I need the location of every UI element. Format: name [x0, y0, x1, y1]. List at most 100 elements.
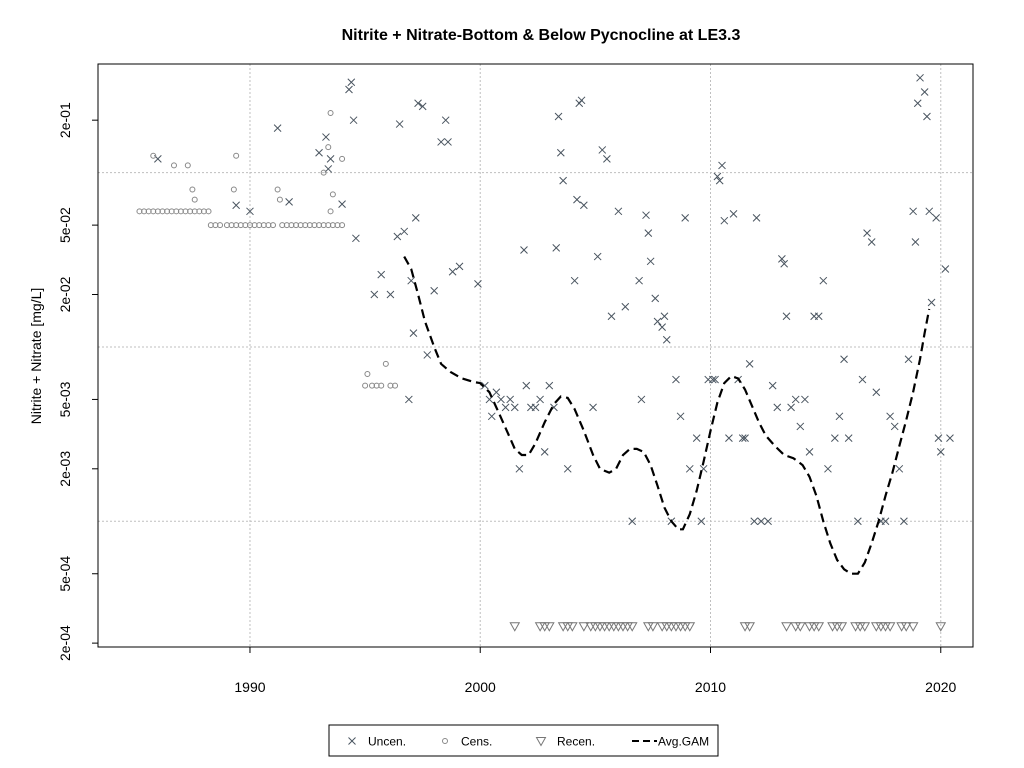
uncensored-point — [315, 148, 323, 157]
uncensored-point — [621, 302, 630, 311]
uncensored-point — [662, 335, 671, 344]
x-stroke — [941, 265, 950, 273]
x-stroke — [676, 412, 685, 421]
x-stroke — [796, 422, 805, 431]
recensored-point — [647, 622, 659, 632]
x-stroke — [480, 381, 489, 390]
uncensored-point — [273, 124, 282, 132]
x-stroke — [711, 375, 719, 384]
legend-label: Cens. — [461, 735, 492, 749]
uncensored-point — [738, 434, 747, 442]
recensored-point — [896, 622, 907, 632]
axes: 1990 2000 2010 2020 2e-04 5e-04 2e-03 5e-03 2e-0… — [57, 102, 957, 695]
uncensored-point — [407, 276, 416, 285]
uncensored-point — [900, 517, 908, 526]
x-stroke — [708, 375, 717, 384]
chart-title: Nitrite + Nitrate-Bottom & Below Pycnocl… — [342, 27, 741, 44]
x-stroke — [768, 381, 777, 390]
x-tick-label: 1990 — [234, 679, 265, 695]
x-stroke — [501, 403, 510, 412]
uncensored-point — [531, 403, 540, 412]
x-stroke — [854, 517, 862, 526]
legend-marker-uncensored — [348, 737, 356, 745]
uncensored-point — [835, 412, 844, 421]
uncensored-point — [715, 176, 724, 185]
recensored-point — [684, 622, 696, 632]
censored-point — [205, 208, 212, 215]
x-stroke — [780, 259, 789, 268]
uncensored-point — [444, 138, 452, 146]
x-tick-label: 2010 — [695, 679, 726, 695]
uncensored-point — [326, 154, 335, 163]
x-stroke — [805, 448, 814, 456]
x-tick-label: 2020 — [925, 679, 956, 695]
censored-point — [392, 382, 399, 389]
x-stroke — [377, 270, 386, 279]
x-stroke — [405, 395, 413, 404]
recensored-point — [739, 622, 751, 632]
recensored-point — [562, 622, 574, 632]
x-stroke — [911, 238, 920, 246]
uncensored-point — [932, 214, 941, 222]
uncensored-point — [725, 434, 733, 442]
uncensored-point — [322, 133, 330, 141]
x-stroke — [556, 148, 565, 157]
x-stroke — [741, 434, 749, 442]
uncensored-point — [805, 448, 814, 456]
recensored-point — [557, 622, 569, 632]
x-stroke — [697, 517, 706, 526]
x-stroke — [814, 312, 823, 321]
uncensored-point — [658, 323, 666, 331]
recensored-point — [509, 622, 521, 632]
x-stroke — [778, 255, 786, 263]
uncensored-point — [764, 517, 772, 526]
uncensored-point — [492, 388, 501, 397]
censored-point — [320, 169, 327, 176]
x-stroke — [414, 99, 422, 108]
x-stroke — [510, 403, 519, 412]
gam-line — [403, 256, 931, 575]
uncensored-point — [711, 375, 719, 384]
censored-point — [270, 222, 276, 229]
x-stroke — [347, 78, 356, 87]
uncensored-point — [824, 464, 832, 473]
uncensored-point — [349, 116, 358, 125]
uncensored-point — [819, 276, 828, 285]
x-stroke — [745, 359, 754, 368]
uncensored-point — [936, 448, 945, 456]
uncensored-point — [830, 434, 839, 442]
uncensored-point — [536, 395, 544, 404]
uncensored-point — [867, 238, 876, 246]
censored-point — [191, 196, 198, 203]
recensored-point — [859, 622, 871, 632]
uncensored-point — [909, 207, 917, 216]
x-stroke — [801, 395, 809, 404]
uncensored-point — [510, 403, 519, 412]
recensored-point — [622, 622, 633, 632]
x-stroke — [927, 298, 936, 307]
recensored-point — [836, 622, 848, 632]
censored-point — [189, 186, 196, 193]
uncensored-point — [414, 99, 422, 108]
y-tick-label: 2e-02 — [57, 276, 73, 312]
x-stroke — [515, 464, 524, 473]
uncensored-point — [474, 280, 482, 288]
uncensored-point — [506, 395, 515, 404]
uncensored-point — [400, 227, 409, 236]
x-stroke — [909, 207, 917, 216]
censored-point — [233, 152, 240, 159]
x-stroke — [573, 195, 581, 204]
uncensored-point — [501, 403, 510, 412]
y-tick-label: 2e-03 — [57, 451, 73, 487]
uncensored-point — [487, 412, 496, 421]
uncensored-point — [455, 262, 464, 271]
recensored-point — [590, 622, 601, 632]
x-stroke — [881, 517, 890, 526]
uncensored-point — [246, 207, 254, 216]
recensored-point — [642, 622, 654, 632]
x-stroke — [536, 395, 544, 404]
censored-point — [170, 162, 177, 169]
x-stroke — [718, 161, 726, 170]
x-stroke — [715, 176, 724, 185]
x-stroke — [552, 244, 561, 252]
